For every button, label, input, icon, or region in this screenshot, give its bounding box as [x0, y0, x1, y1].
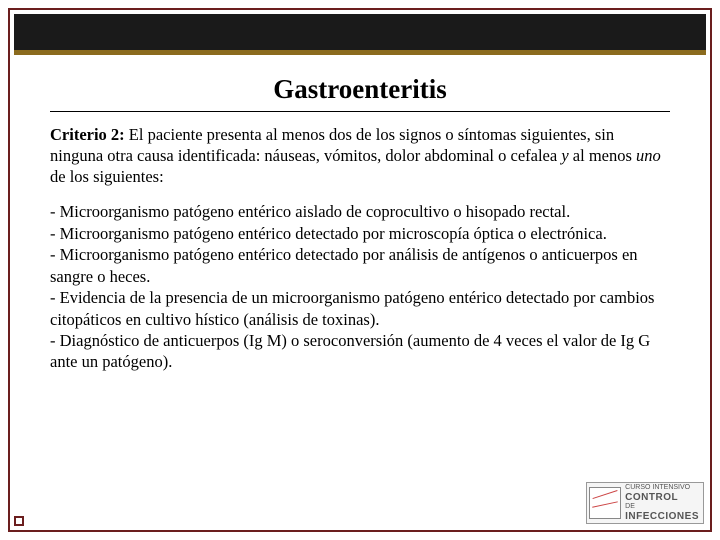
criterio-text-1: El paciente presenta al menos dos de los…	[50, 125, 614, 165]
logo-line3: DE INFECCIONES	[625, 503, 701, 522]
list-item: - Evidencia de la presencia de un microo…	[50, 287, 670, 330]
criterio-text-2: al menos	[569, 146, 636, 165]
criterio-italic-uno: uno	[636, 146, 661, 165]
title-underline	[50, 111, 670, 112]
slide-title: Gastroenteritis	[50, 74, 670, 105]
footer-logo: CURSO INTENSIVO CONTROL DE INFECCIONES	[586, 482, 704, 524]
list-item: - Microorganismo patógeno entérico detec…	[50, 223, 670, 244]
list-item: - Diagnóstico de anticuerpos (Ig M) o se…	[50, 330, 670, 373]
criterio-italic-y: y	[561, 146, 568, 165]
list-item: - Microorganismo patógeno entérico aisla…	[50, 201, 670, 222]
logo-text: CURSO INTENSIVO CONTROL DE INFECCIONES	[625, 484, 701, 521]
header-bar	[14, 14, 706, 50]
logo-line2: CONTROL	[625, 492, 701, 503]
criterio-label: Criterio 2:	[50, 125, 125, 144]
corner-decoration	[14, 516, 24, 526]
content-area: Gastroenteritis Criterio 2: El paciente …	[50, 74, 670, 373]
logo-chart-icon	[589, 487, 621, 519]
logo-line1: CURSO INTENSIVO	[625, 484, 701, 492]
header-accent	[14, 50, 706, 55]
list-item: - Microorganismo patógeno entérico detec…	[50, 244, 670, 287]
criterio-text-3: de los siguientes:	[50, 167, 164, 186]
bullet-list: - Microorganismo patógeno entérico aisla…	[50, 201, 670, 373]
criterio-paragraph: Criterio 2: El paciente presenta al meno…	[50, 124, 670, 187]
